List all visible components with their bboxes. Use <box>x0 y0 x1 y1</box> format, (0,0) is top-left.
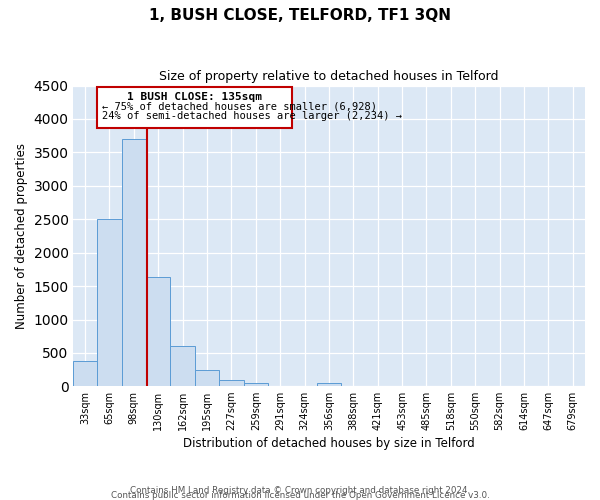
Text: 1, BUSH CLOSE, TELFORD, TF1 3QN: 1, BUSH CLOSE, TELFORD, TF1 3QN <box>149 8 451 22</box>
Text: ← 75% of detached houses are smaller (6,928): ← 75% of detached houses are smaller (6,… <box>102 102 377 112</box>
Text: Contains public sector information licensed under the Open Government Licence v3: Contains public sector information licen… <box>110 490 490 500</box>
Bar <box>219 380 244 386</box>
Bar <box>146 278 170 386</box>
Title: Size of property relative to detached houses in Telford: Size of property relative to detached ho… <box>159 70 499 83</box>
Bar <box>317 382 341 386</box>
Bar <box>244 382 268 386</box>
Text: 24% of semi-detached houses are larger (2,234) →: 24% of semi-detached houses are larger (… <box>102 110 402 120</box>
Bar <box>195 370 219 386</box>
Text: Contains HM Land Registry data © Crown copyright and database right 2024.: Contains HM Land Registry data © Crown c… <box>130 486 470 495</box>
Y-axis label: Number of detached properties: Number of detached properties <box>15 143 28 329</box>
Bar <box>170 346 195 387</box>
X-axis label: Distribution of detached houses by size in Telford: Distribution of detached houses by size … <box>183 437 475 450</box>
Bar <box>97 220 122 386</box>
Text: 1 BUSH CLOSE: 135sqm: 1 BUSH CLOSE: 135sqm <box>127 92 262 102</box>
FancyBboxPatch shape <box>97 87 292 128</box>
Bar <box>73 361 97 386</box>
Bar <box>122 139 146 386</box>
